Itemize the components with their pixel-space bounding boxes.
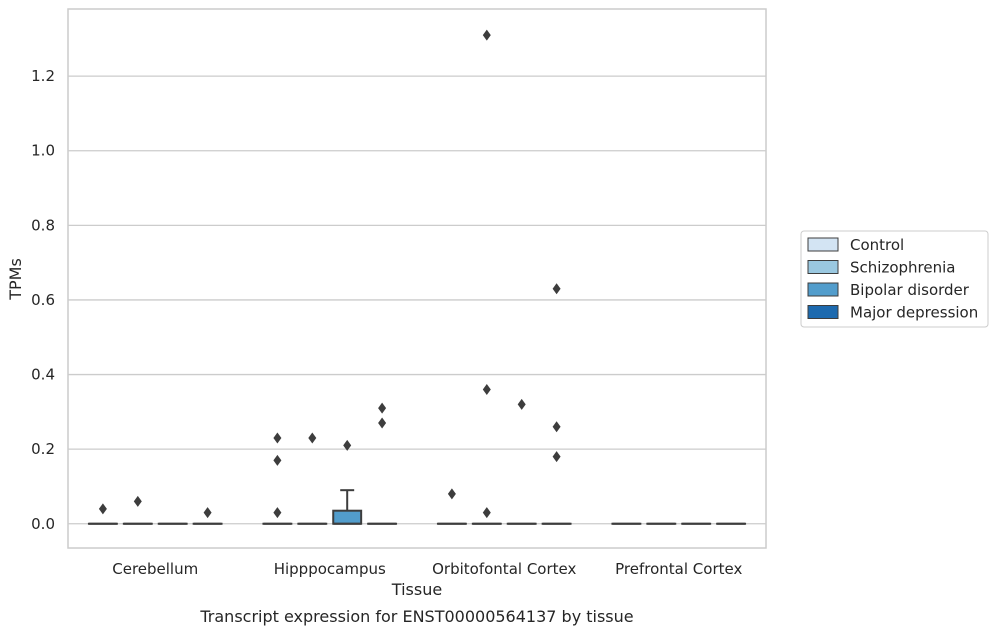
outlier-point [378, 402, 387, 414]
legend-swatch [807, 305, 839, 319]
y-tick-label: 1.2 [31, 67, 55, 85]
outlier-point [98, 503, 107, 515]
plot-background [68, 9, 766, 548]
outlier-point [273, 454, 282, 466]
legend-label: Control [850, 236, 904, 254]
legend-swatch [807, 260, 839, 274]
outlier-point [343, 439, 352, 451]
box-marks [87, 489, 747, 525]
legend-label: Bipolar disorder [850, 281, 970, 299]
x-tick-label: Prefrontal Cortex [615, 560, 742, 578]
outlier-point [447, 488, 456, 500]
legend-label: Schizophrenia [850, 259, 955, 277]
outlier-point [517, 398, 526, 410]
x-tick-labels: Cerebellum Hipppocampus Orbitofontal Corte… [112, 560, 742, 578]
legend-swatch [807, 237, 839, 252]
outlier-point [552, 421, 561, 433]
plot-frame [67, 8, 767, 549]
x-axis-title: Tissue [391, 580, 442, 599]
y-axis-title: TPMs [6, 258, 25, 301]
legend: Control Schizophrenia Bipolar disorder Majo… [800, 230, 989, 328]
chart-caption: Transcript expression for ENST0000056413… [199, 607, 633, 626]
legend-swatch [807, 282, 839, 297]
y-gridlines [68, 75, 766, 525]
y-tick-label: 0.8 [31, 216, 55, 234]
outlier-point [482, 383, 491, 395]
outlier-point [273, 432, 282, 444]
outlier-point [482, 507, 491, 519]
box-bipolar-disorder [332, 509, 363, 525]
y-tick-label: 1.0 [31, 142, 55, 160]
outlier-point [552, 451, 561, 463]
legend-frame [800, 230, 989, 328]
outlier-point [203, 507, 212, 519]
outlier-points [98, 29, 561, 519]
outlier-point [482, 29, 491, 41]
outlier-point [308, 432, 317, 444]
outlier-point [552, 283, 561, 295]
y-tick-label: 0.6 [31, 291, 55, 309]
y-tick-label: 0.0 [31, 515, 55, 533]
x-tick-label: Orbitofontal Cortex [432, 560, 576, 578]
outlier-point [133, 495, 142, 507]
y-tick-label: 0.4 [31, 366, 55, 384]
y-tick-label: 0.2 [31, 440, 55, 458]
x-tick-label: Hipppocampus [274, 560, 386, 578]
outlier-point [273, 507, 282, 519]
outlier-point [378, 417, 387, 429]
legend-label: Major depression [850, 304, 978, 322]
y-tick-labels: 0.0 0.2 0.4 0.6 0.8 1.0 1.2 [31, 67, 55, 533]
x-tick-label: Cerebellum [112, 560, 198, 578]
